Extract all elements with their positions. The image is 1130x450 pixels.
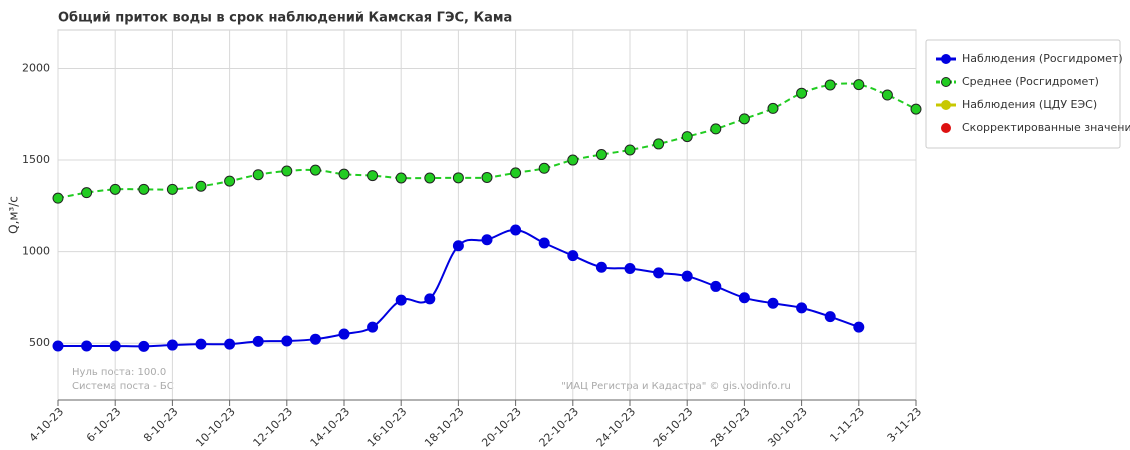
data-point xyxy=(395,172,407,184)
data-point xyxy=(595,149,607,161)
x-tick-label: 18-10-23 xyxy=(422,405,467,450)
data-point xyxy=(195,338,207,350)
legend-label: Наблюдения (Росгидромет) xyxy=(962,52,1123,65)
data-point xyxy=(109,340,121,352)
x-tick-label: 6-10-23 xyxy=(84,405,124,445)
data-point xyxy=(395,294,407,306)
data-point xyxy=(595,261,607,273)
data-point xyxy=(624,144,636,156)
x-tick-label: 16-10-23 xyxy=(365,405,410,450)
data-point xyxy=(367,170,379,182)
x-tick-label: 8-10-23 xyxy=(141,405,181,445)
data-point xyxy=(538,237,550,249)
y-tick-label: 2000 xyxy=(22,61,50,74)
data-point xyxy=(910,103,922,115)
data-point xyxy=(653,267,665,279)
data-point xyxy=(710,280,722,292)
note: Нуль поста: 100.0 xyxy=(72,367,166,378)
data-point xyxy=(510,224,522,236)
data-point xyxy=(224,338,236,350)
x-tick-label: 22-10-23 xyxy=(537,405,582,450)
data-point xyxy=(224,175,236,187)
data-point xyxy=(367,321,379,333)
x-tick-label: 1-11-23 xyxy=(827,405,867,445)
credit: "ИАЦ Регистра и Кадастра" © gis.vodinfo.… xyxy=(561,381,791,392)
x-tick-label: 28-10-23 xyxy=(708,405,753,450)
data-point xyxy=(853,79,865,91)
data-point xyxy=(767,297,779,309)
data-point xyxy=(166,183,178,195)
x-tick-label: 20-10-23 xyxy=(479,405,524,450)
data-point xyxy=(338,328,350,340)
data-point xyxy=(824,311,836,323)
data-point xyxy=(510,167,522,179)
legend-marker xyxy=(941,100,951,110)
x-tick-label: 26-10-23 xyxy=(651,405,696,450)
data-point xyxy=(166,339,178,351)
data-point xyxy=(481,234,493,246)
y-tick-label: 1000 xyxy=(22,245,50,258)
data-point xyxy=(710,123,722,135)
x-tick-label: 3-11-23 xyxy=(885,405,925,445)
data-point xyxy=(252,169,264,181)
data-point xyxy=(767,102,779,114)
note: Система поста - БС xyxy=(72,381,174,392)
data-point xyxy=(452,172,464,184)
data-point xyxy=(681,131,693,143)
data-point xyxy=(138,340,150,352)
data-point xyxy=(853,321,865,333)
data-point xyxy=(681,270,693,282)
x-tick-label: 24-10-23 xyxy=(594,405,639,450)
x-tick-label: 12-10-23 xyxy=(251,405,296,450)
data-point xyxy=(52,340,64,352)
data-point xyxy=(796,87,808,99)
legend-marker xyxy=(941,123,951,133)
y-tick-label: 1500 xyxy=(22,153,50,166)
data-point xyxy=(252,335,264,347)
legend-marker xyxy=(941,77,951,87)
legend-marker xyxy=(941,54,951,64)
legend-label: Скорректированные значения xyxy=(962,121,1130,134)
data-point xyxy=(281,335,293,347)
data-point xyxy=(567,250,579,262)
legend-box xyxy=(925,39,1121,149)
data-point xyxy=(81,187,93,199)
data-point xyxy=(309,333,321,345)
x-tick-label: 30-10-23 xyxy=(765,405,810,450)
y-axis-label: Q,м³/с xyxy=(7,196,21,234)
x-tick-label: 10-10-23 xyxy=(193,405,238,450)
legend-label: Среднее (Росгидромет) xyxy=(962,75,1099,88)
data-point xyxy=(824,79,836,91)
data-point xyxy=(109,183,121,195)
data-point xyxy=(624,262,636,274)
data-point xyxy=(452,240,464,252)
data-point xyxy=(738,292,750,304)
data-point xyxy=(796,302,808,314)
data-point xyxy=(52,192,64,204)
legend-label: Наблюдения (ЦДУ ЕЭС) xyxy=(962,98,1097,111)
data-point xyxy=(481,171,493,183)
data-point xyxy=(195,180,207,192)
data-point xyxy=(881,89,893,101)
data-point xyxy=(81,340,93,352)
data-point xyxy=(567,154,579,166)
data-point xyxy=(538,162,550,174)
data-point xyxy=(424,293,436,305)
chart-title: Общий приток воды в срок наблюдений Камс… xyxy=(58,11,512,26)
data-point xyxy=(424,172,436,184)
data-point xyxy=(281,165,293,177)
data-point xyxy=(738,113,750,125)
data-point xyxy=(309,164,321,176)
data-point xyxy=(338,168,350,180)
x-tick-label: 14-10-23 xyxy=(308,405,353,450)
data-point xyxy=(138,183,150,195)
y-tick-label: 500 xyxy=(29,336,50,349)
x-tick-label: 4-10-23 xyxy=(27,405,67,445)
data-point xyxy=(653,138,665,150)
